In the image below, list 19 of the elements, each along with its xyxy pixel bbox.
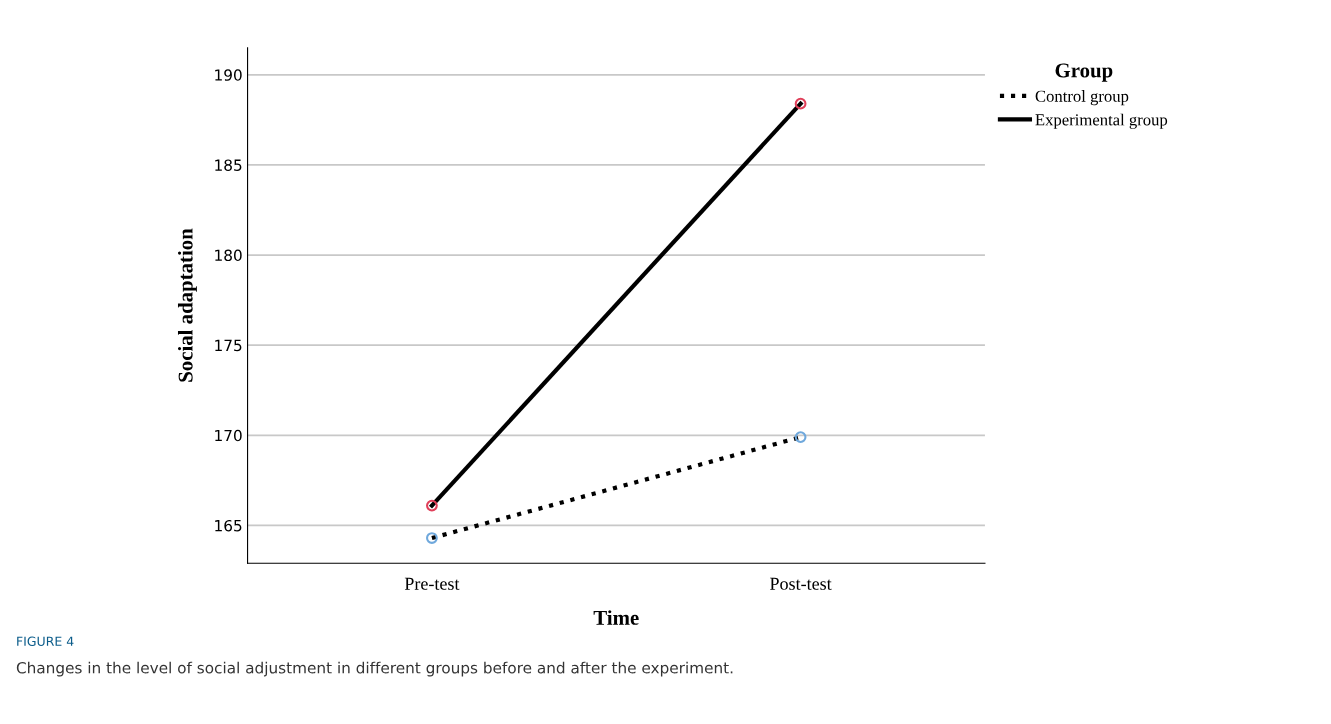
x-tick-label: Pre-test xyxy=(404,577,460,590)
x-axis-title: Time xyxy=(593,610,639,625)
y-tick-label: 170 xyxy=(215,429,242,442)
text: Changes in the level of social adjustment in different groups before and after the experiment. xyxy=(16,661,733,677)
x-tick-label: Post-test xyxy=(770,577,832,590)
y-tick-label: 175 xyxy=(215,339,242,352)
point xyxy=(794,97,807,110)
legend-label: Experimental group xyxy=(1035,113,1168,129)
caption: FIGURE 4 xyxy=(17,636,74,646)
point xyxy=(426,499,438,512)
legend-label: Control group xyxy=(1035,90,1129,106)
point xyxy=(794,431,807,444)
y-tick-label: 165 xyxy=(215,519,242,532)
point xyxy=(426,532,438,544)
legend-title: Group xyxy=(1055,63,1113,82)
y-tick-label: 190 xyxy=(215,69,242,81)
y-axis-title: Social adaptation xyxy=(177,228,197,382)
y-tick-label: 185 xyxy=(215,159,242,171)
y-tick-label: 180 xyxy=(215,249,242,262)
